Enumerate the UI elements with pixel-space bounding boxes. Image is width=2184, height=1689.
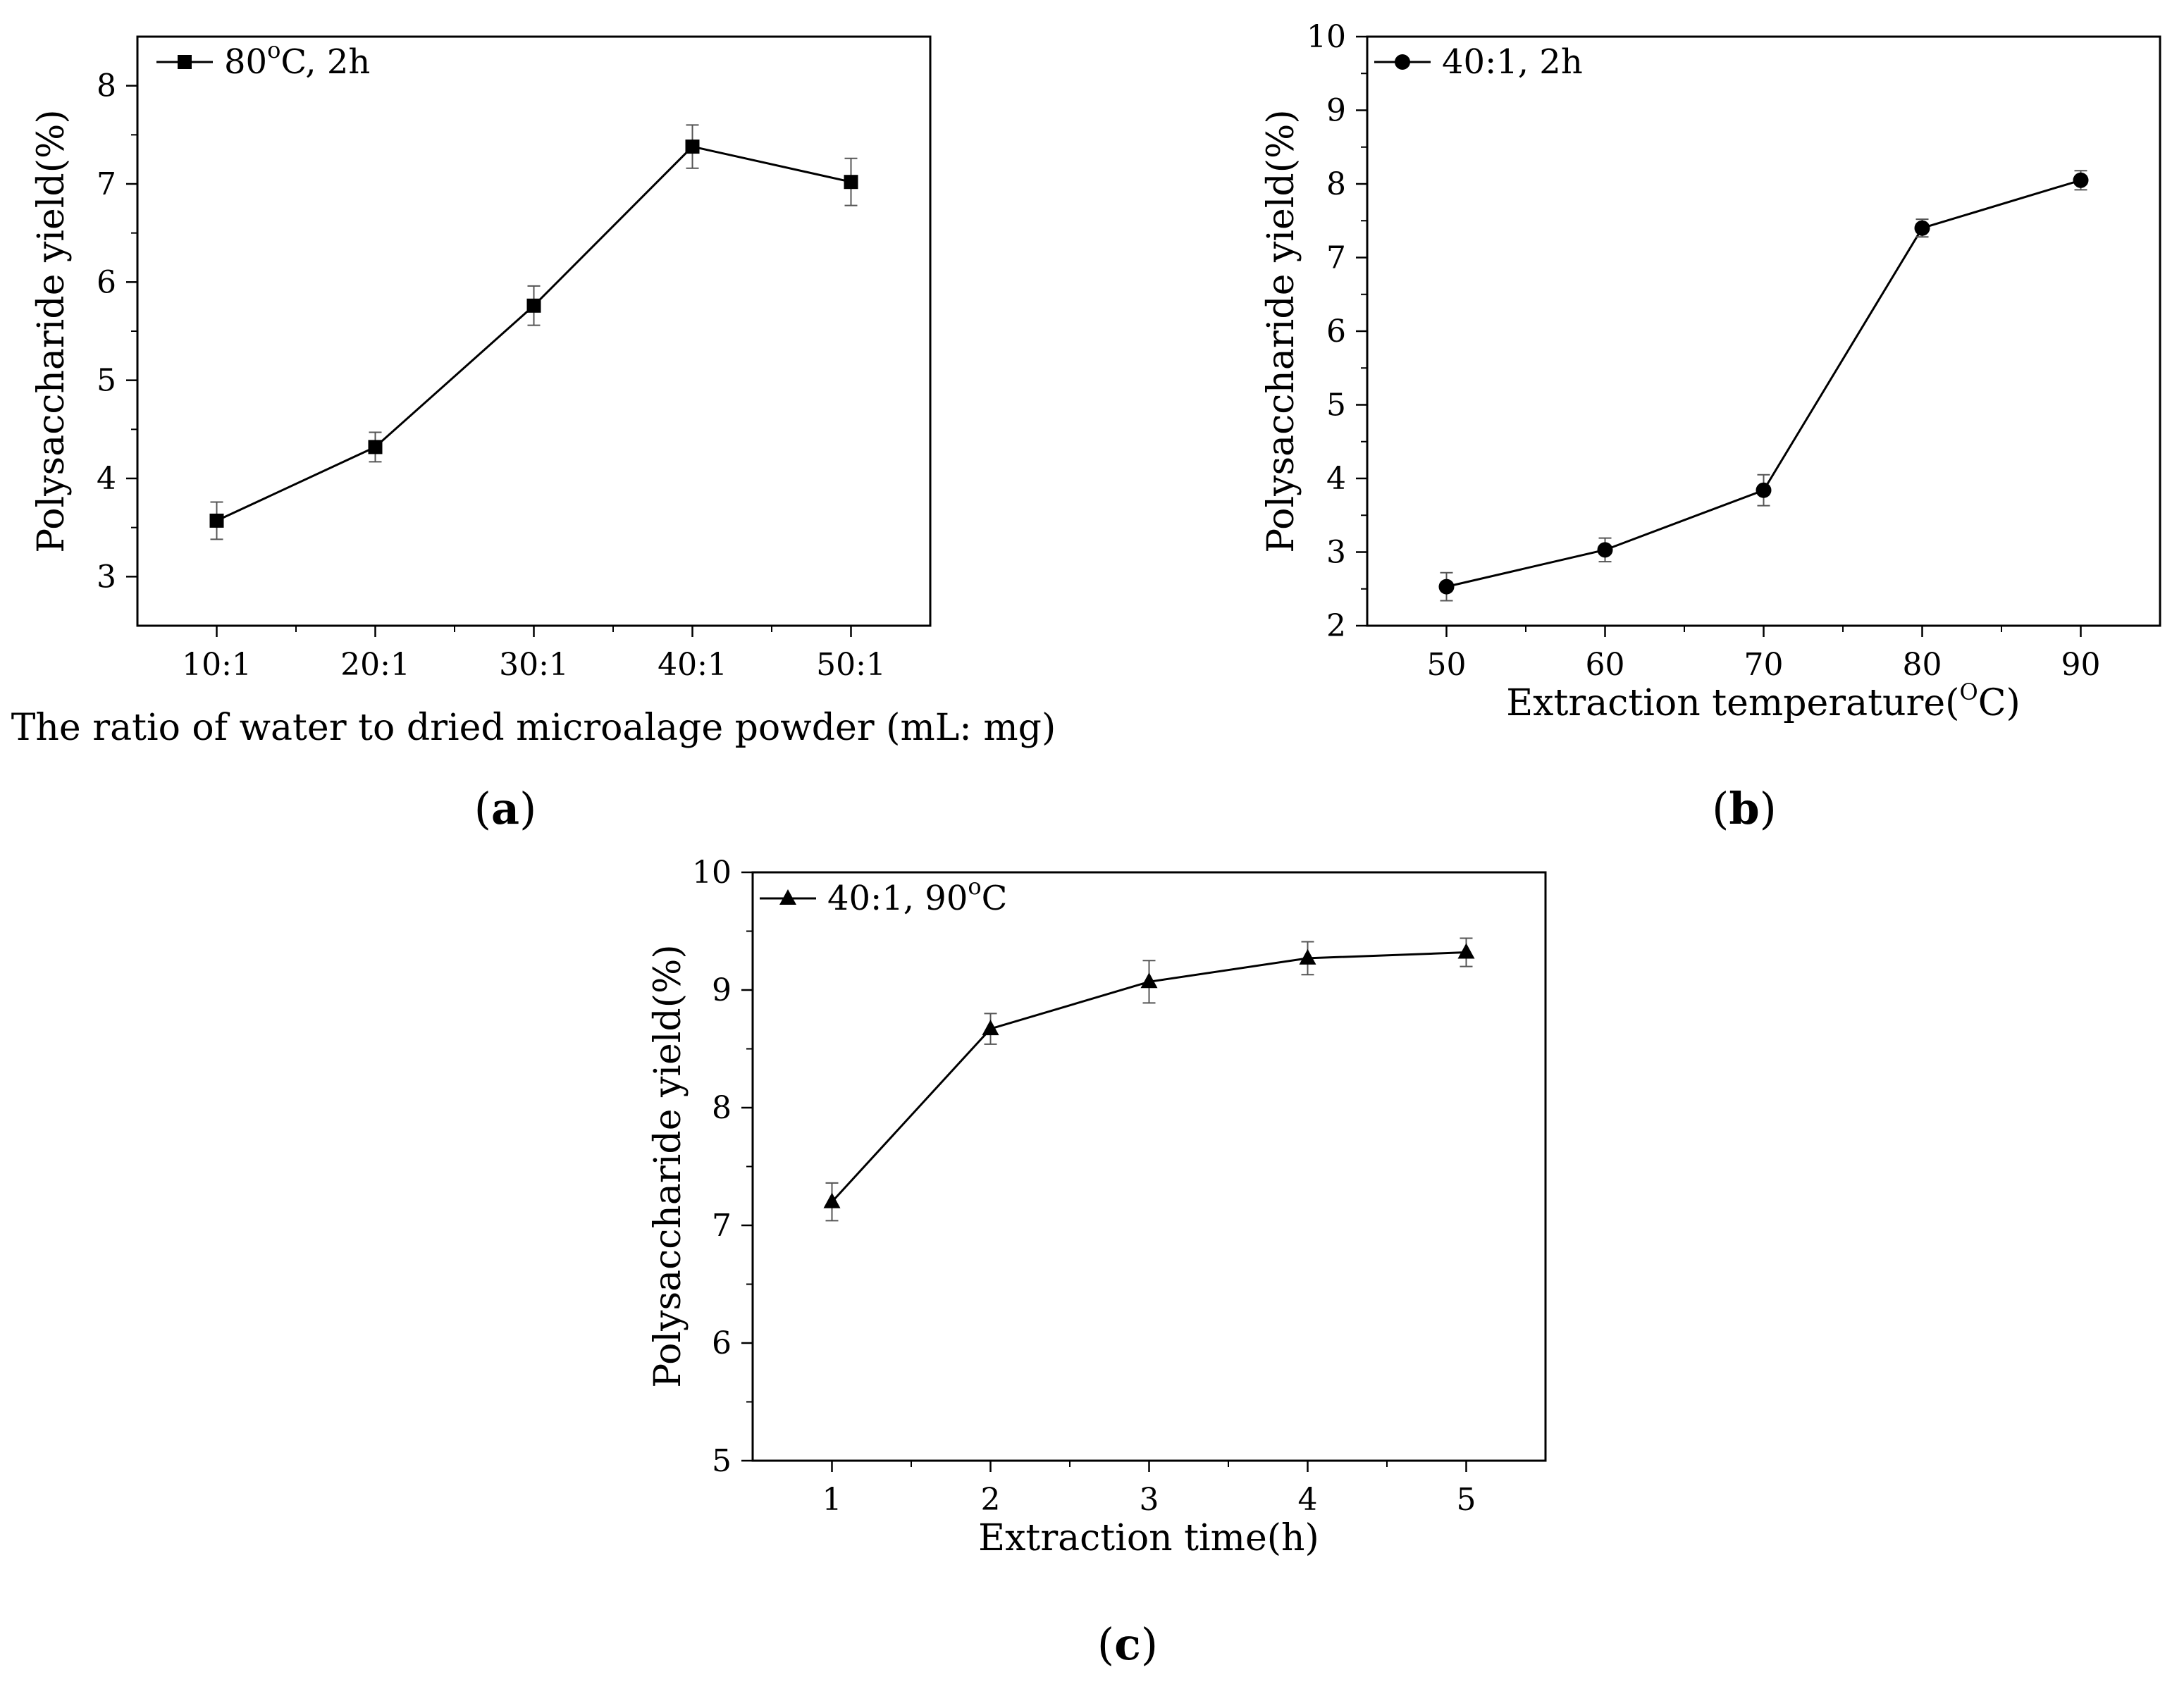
y-axis-label: Polysaccharide yield(%) <box>30 109 73 552</box>
x-tick-label: 50:1 <box>816 647 886 683</box>
legend-label-part: 80 <box>224 42 267 82</box>
plot-frame <box>1366 35 2161 627</box>
panel-label-a: (a) <box>474 783 537 834</box>
x-tick-label: 40:1 <box>658 647 727 683</box>
plot-frame <box>136 35 932 627</box>
y-tick-label: 5 <box>1326 388 1346 423</box>
y-tick-label: 2 <box>1326 608 1346 644</box>
legend-marker <box>178 55 192 69</box>
data-point <box>1438 579 1455 595</box>
data-point <box>685 140 700 154</box>
y-tick-label: 7 <box>97 166 116 202</box>
y-tick-label: 7 <box>1326 240 1346 276</box>
data-point <box>526 298 541 313</box>
data-point <box>368 440 383 454</box>
series-line <box>216 145 851 522</box>
y-tick-label: 4 <box>97 461 116 497</box>
data-point <box>1756 482 1772 498</box>
y-tick-label: 10 <box>1307 19 1346 55</box>
y-axis-label: Polysaccharide yield(%) <box>647 944 689 1387</box>
panel-label-c: (c) <box>1097 1619 1158 1670</box>
data-point <box>2073 172 2089 188</box>
legend-marker <box>1395 54 1410 70</box>
y-tick-label: 6 <box>1326 314 1346 349</box>
x-axis-label: Extraction temperature(OC) <box>1506 679 2020 724</box>
y-tick-label: 8 <box>1326 166 1346 202</box>
data-point <box>982 1020 999 1036</box>
chart-a: 10:1 20:1 30:1 40:1 50:1 3 4 5 6 7 8 The ratio of w… <box>11 35 1056 749</box>
x-axis-label-part: C) <box>1978 682 2020 724</box>
data-point <box>1299 948 1316 965</box>
data-point <box>844 175 858 190</box>
y-tick-label: 9 <box>712 972 732 1008</box>
legend-label-superscript: o <box>267 37 280 63</box>
legend-label: 80oC, 2h <box>224 37 370 82</box>
legend-label: 40:1, 90oC <box>827 873 1007 918</box>
chart-c: 1 2 3 4 5 5 6 7 8 9 10 Extraction time(h) Polysaccha… <box>647 855 1547 1559</box>
data-point <box>1457 943 1475 959</box>
x-tick-label: 2 <box>981 1482 1001 1518</box>
y-tick-label: 6 <box>97 264 116 300</box>
x-tick-label: 1 <box>822 1482 842 1518</box>
x-tick-label: 4 <box>1298 1482 1318 1518</box>
legend-label-part: C, 2h <box>280 42 370 82</box>
y-tick-label: 5 <box>97 363 116 399</box>
data-point <box>823 1192 841 1208</box>
x-tick-label: 5 <box>1457 1482 1476 1518</box>
y-tick-label: 8 <box>97 68 116 104</box>
data-point <box>1597 542 1613 558</box>
data-point <box>209 513 224 528</box>
x-tick-label: 80 <box>1903 647 1942 683</box>
x-tick-label: 70 <box>1744 647 1784 683</box>
y-tick-label: 9 <box>1326 93 1346 129</box>
y-tick-label: 10 <box>692 855 732 891</box>
y-axis-label: Polysaccharide yield(%) <box>1260 109 1302 552</box>
y-tick-label: 8 <box>712 1090 732 1126</box>
x-tick-label: 10:1 <box>182 647 252 683</box>
y-tick-label: 7 <box>712 1208 732 1244</box>
y-tick-label: 3 <box>97 559 116 595</box>
y-tick-label: 5 <box>712 1443 732 1479</box>
data-point <box>1914 220 1930 236</box>
x-tick-label: 50 <box>1427 647 1467 683</box>
y-tick-label: 4 <box>1326 461 1346 497</box>
x-tick-label: 20:1 <box>340 647 410 683</box>
panel-label-b: (b) <box>1712 783 1777 834</box>
y-tick-label: 3 <box>1326 535 1346 571</box>
legend-marker <box>779 889 796 905</box>
legend-label-part: C <box>982 879 1008 918</box>
y-tick-label: 6 <box>712 1325 732 1361</box>
chart-b: 50 60 70 80 90 2 3 4 5 6 7 8 9 10 Extraction temperatu… <box>1260 19 2161 724</box>
data-point <box>1140 972 1158 989</box>
legend-label-superscript: o <box>968 873 981 900</box>
x-axis-label-part: Extraction temperature( <box>1506 682 1959 724</box>
series-line <box>1446 179 2081 588</box>
x-tick-label: 60 <box>1586 647 1625 683</box>
legend-label: 40:1, 2h <box>1442 42 1583 82</box>
x-axis-label: The ratio of water to dried microalage p… <box>11 707 1056 749</box>
x-tick-label: 90 <box>2061 647 2101 683</box>
x-axis-label: Extraction time(h) <box>978 1517 1319 1559</box>
x-tick-label: 30:1 <box>499 647 569 683</box>
x-axis-label-superscript: O <box>1959 679 1978 705</box>
x-tick-label: 3 <box>1140 1482 1159 1518</box>
legend-label-part: 40:1, 90 <box>827 879 968 918</box>
